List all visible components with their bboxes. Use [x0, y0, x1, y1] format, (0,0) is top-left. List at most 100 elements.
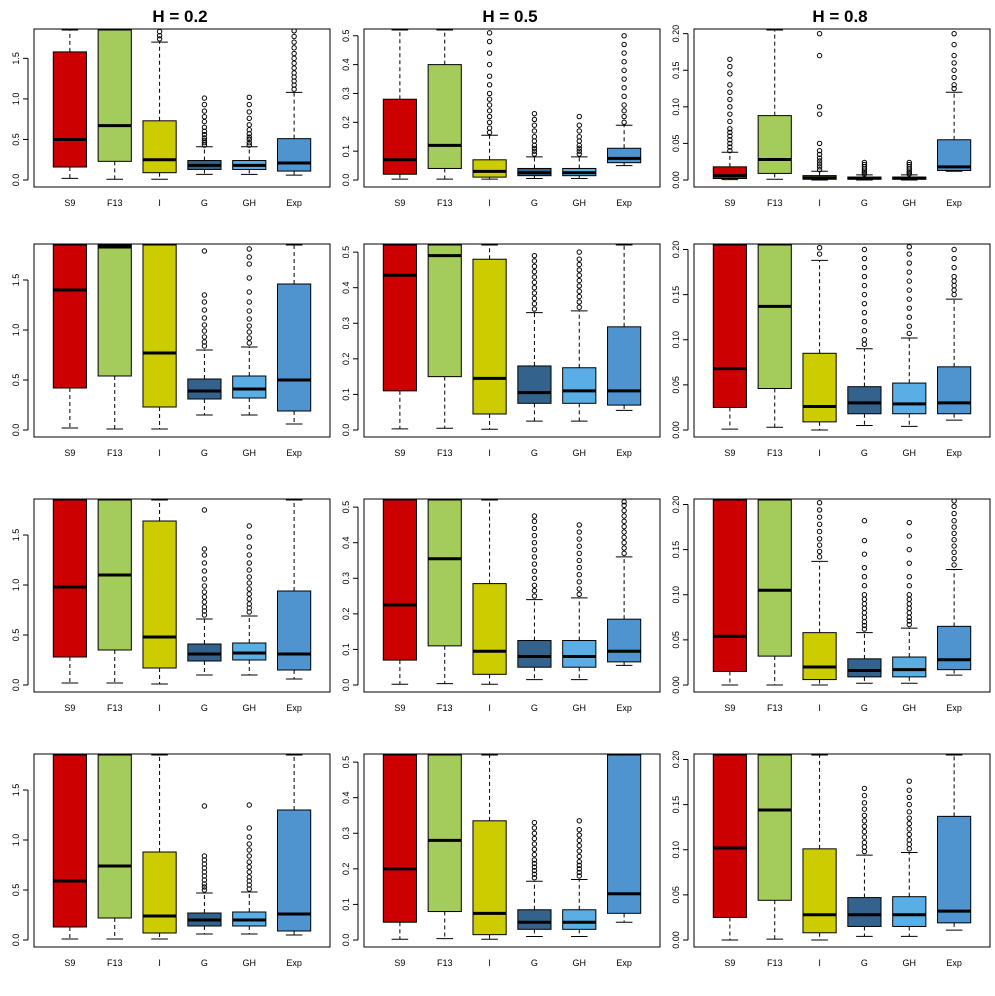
outlier-point: [486, 38, 493, 45]
outlier-point: [201, 101, 208, 108]
outlier-point: [531, 825, 538, 831]
iqr-box: [757, 754, 792, 901]
outlier-point: [531, 575, 538, 581]
outlier-point: [816, 554, 823, 560]
outlier-point: [727, 133, 733, 139]
plot-area: [382, 754, 642, 940]
y-tick-label: 0.2: [341, 116, 351, 129]
outlier-point: [727, 89, 733, 95]
outlier-point: [201, 124, 208, 130]
x-category-label: Exp: [286, 958, 302, 968]
iqr-box: [937, 625, 972, 671]
outlier-point: [861, 264, 868, 271]
outlier-point: [861, 848, 868, 855]
y-tick-label: 0.0: [341, 174, 351, 187]
outlier-point: [576, 522, 582, 528]
outlier-point: [246, 834, 252, 840]
x-category-label: I: [488, 958, 491, 968]
y-tick-label: 0.5: [341, 30, 351, 43]
box-gh: [232, 523, 267, 676]
outlier-point: [531, 274, 538, 280]
outlier-point: [576, 283, 582, 289]
outlier-point: [576, 843, 582, 849]
outlier-point: [906, 596, 912, 602]
outlier-point: [816, 148, 823, 154]
outlier-point: [906, 161, 912, 168]
outlier-point: [531, 138, 538, 144]
box-s9: [382, 499, 417, 685]
outlier-point: [246, 869, 252, 875]
box-gh: [892, 778, 927, 937]
outlier-point: [576, 299, 582, 305]
iqr-box: [517, 909, 552, 930]
outlier-point: [246, 261, 252, 267]
y-tick-label: 1.5: [11, 784, 21, 797]
box-f13: [757, 244, 792, 428]
outlier-point: [861, 844, 868, 850]
outlier-point: [727, 144, 733, 150]
box-f13: [757, 754, 792, 940]
y-tick-label: 0.0: [341, 424, 351, 437]
outlier-point: [486, 108, 493, 114]
panel-r3-c3: 0.00 0.05 0.10 0.15 0.20 S9 F13 I G GH Exp: [671, 496, 991, 713]
outlier-point: [951, 60, 957, 66]
outlier-point: [816, 111, 823, 117]
outlier-point: [531, 148, 538, 154]
outlier-point: [531, 279, 538, 286]
outlier-point: [576, 848, 582, 854]
outlier-point: [531, 128, 538, 134]
outlier-point: [906, 618, 912, 624]
outlier-point: [531, 875, 538, 881]
outlier-point: [576, 272, 582, 278]
outlier-point: [246, 299, 252, 305]
iqr-box: [937, 815, 972, 924]
outlier-point: [201, 248, 208, 254]
outlier-point: [201, 803, 208, 809]
box-i: [802, 30, 837, 181]
box-g: [187, 803, 222, 935]
outlier-point: [576, 304, 582, 310]
outlier-point: [816, 161, 823, 167]
outlier-point: [621, 108, 627, 114]
plot-area: [52, 244, 312, 430]
outlier-point: [291, 45, 297, 51]
outlier-point: [576, 832, 582, 838]
y-tick-label: 0.1: [341, 145, 351, 158]
outlier-point: [246, 134, 252, 140]
outlier-point: [906, 801, 912, 808]
outlier-point: [621, 499, 627, 505]
outlier-point: [621, 529, 627, 535]
x-category-label: F13: [437, 958, 453, 968]
iqr-box: [427, 754, 462, 913]
outlier-point: [531, 145, 538, 151]
box-i: [802, 245, 837, 431]
y-tick-label: 0.0: [341, 934, 351, 947]
outlier-point: [246, 841, 252, 847]
outlier-point: [246, 340, 252, 346]
outlier-point: [951, 52, 957, 59]
outlier-point: [531, 554, 538, 560]
iqr-box: [277, 138, 312, 172]
iqr-box: [142, 851, 177, 934]
outlier-point: [621, 59, 627, 65]
iqr-box: [97, 29, 132, 162]
outlier-point: [576, 113, 582, 120]
outlier-point: [576, 138, 582, 144]
outlier-point: [531, 841, 538, 847]
panel-r1-c2: 0.0 0.1 0.2 0.3 0.4 0.5 S9 F13 I G GH Exp: [341, 28, 661, 208]
outlier-point: [531, 830, 538, 836]
outlier-point: [576, 256, 582, 262]
plot-area: [52, 29, 312, 180]
outlier-point: [201, 604, 208, 610]
iqr-box: [757, 115, 792, 174]
panel-frame: [363, 753, 661, 948]
iqr-box: [607, 326, 642, 406]
y-tick-label: 0.2: [341, 353, 351, 366]
outlier-point: [291, 65, 297, 71]
x-category-label: I: [488, 703, 491, 713]
outlier-point: [816, 104, 823, 110]
box-g: [847, 159, 882, 181]
outlier-point: [246, 254, 252, 260]
y-tick-label: 0.10: [671, 586, 681, 604]
box-gh: [562, 522, 597, 681]
